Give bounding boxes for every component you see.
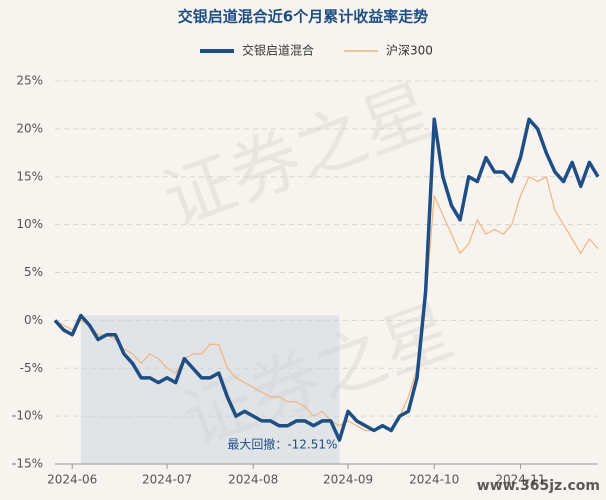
watermark-site: www.365jz.com	[477, 478, 600, 494]
legend-label: 交银启道混合	[242, 43, 314, 58]
line-series	[54, 176, 599, 432]
line-series	[53, 117, 600, 442]
annotation: 最大回撤：-12.51%	[227, 437, 337, 452]
x-tick-label: 2024-09	[323, 473, 373, 487]
y-tick-label: -5%	[20, 361, 43, 375]
x-tick-label: 2024-07	[142, 473, 192, 487]
legend-label: 沪深300	[386, 44, 433, 58]
x-tick-label: 2024-11	[495, 473, 545, 487]
y-tick-label: 20%	[16, 121, 43, 135]
y-tick-label: 10%	[16, 217, 43, 231]
y-tick-label: 0%	[24, 313, 43, 327]
x-tick-label: 2024-08	[228, 473, 278, 487]
y-tick-label: -15%	[12, 457, 43, 471]
y-tick-label: 5%	[24, 265, 43, 279]
y-tick-label: 15%	[16, 169, 43, 183]
x-tick-label: 2024-10	[409, 473, 459, 487]
drawdown-area	[80, 315, 340, 464]
y-tick-label: -10%	[12, 409, 43, 423]
x-tick-label: 2024-06	[47, 473, 97, 487]
chart-title: 交银启道混合近6个月累计收益率走势	[178, 8, 428, 26]
y-tick-label: 25%	[16, 74, 43, 88]
